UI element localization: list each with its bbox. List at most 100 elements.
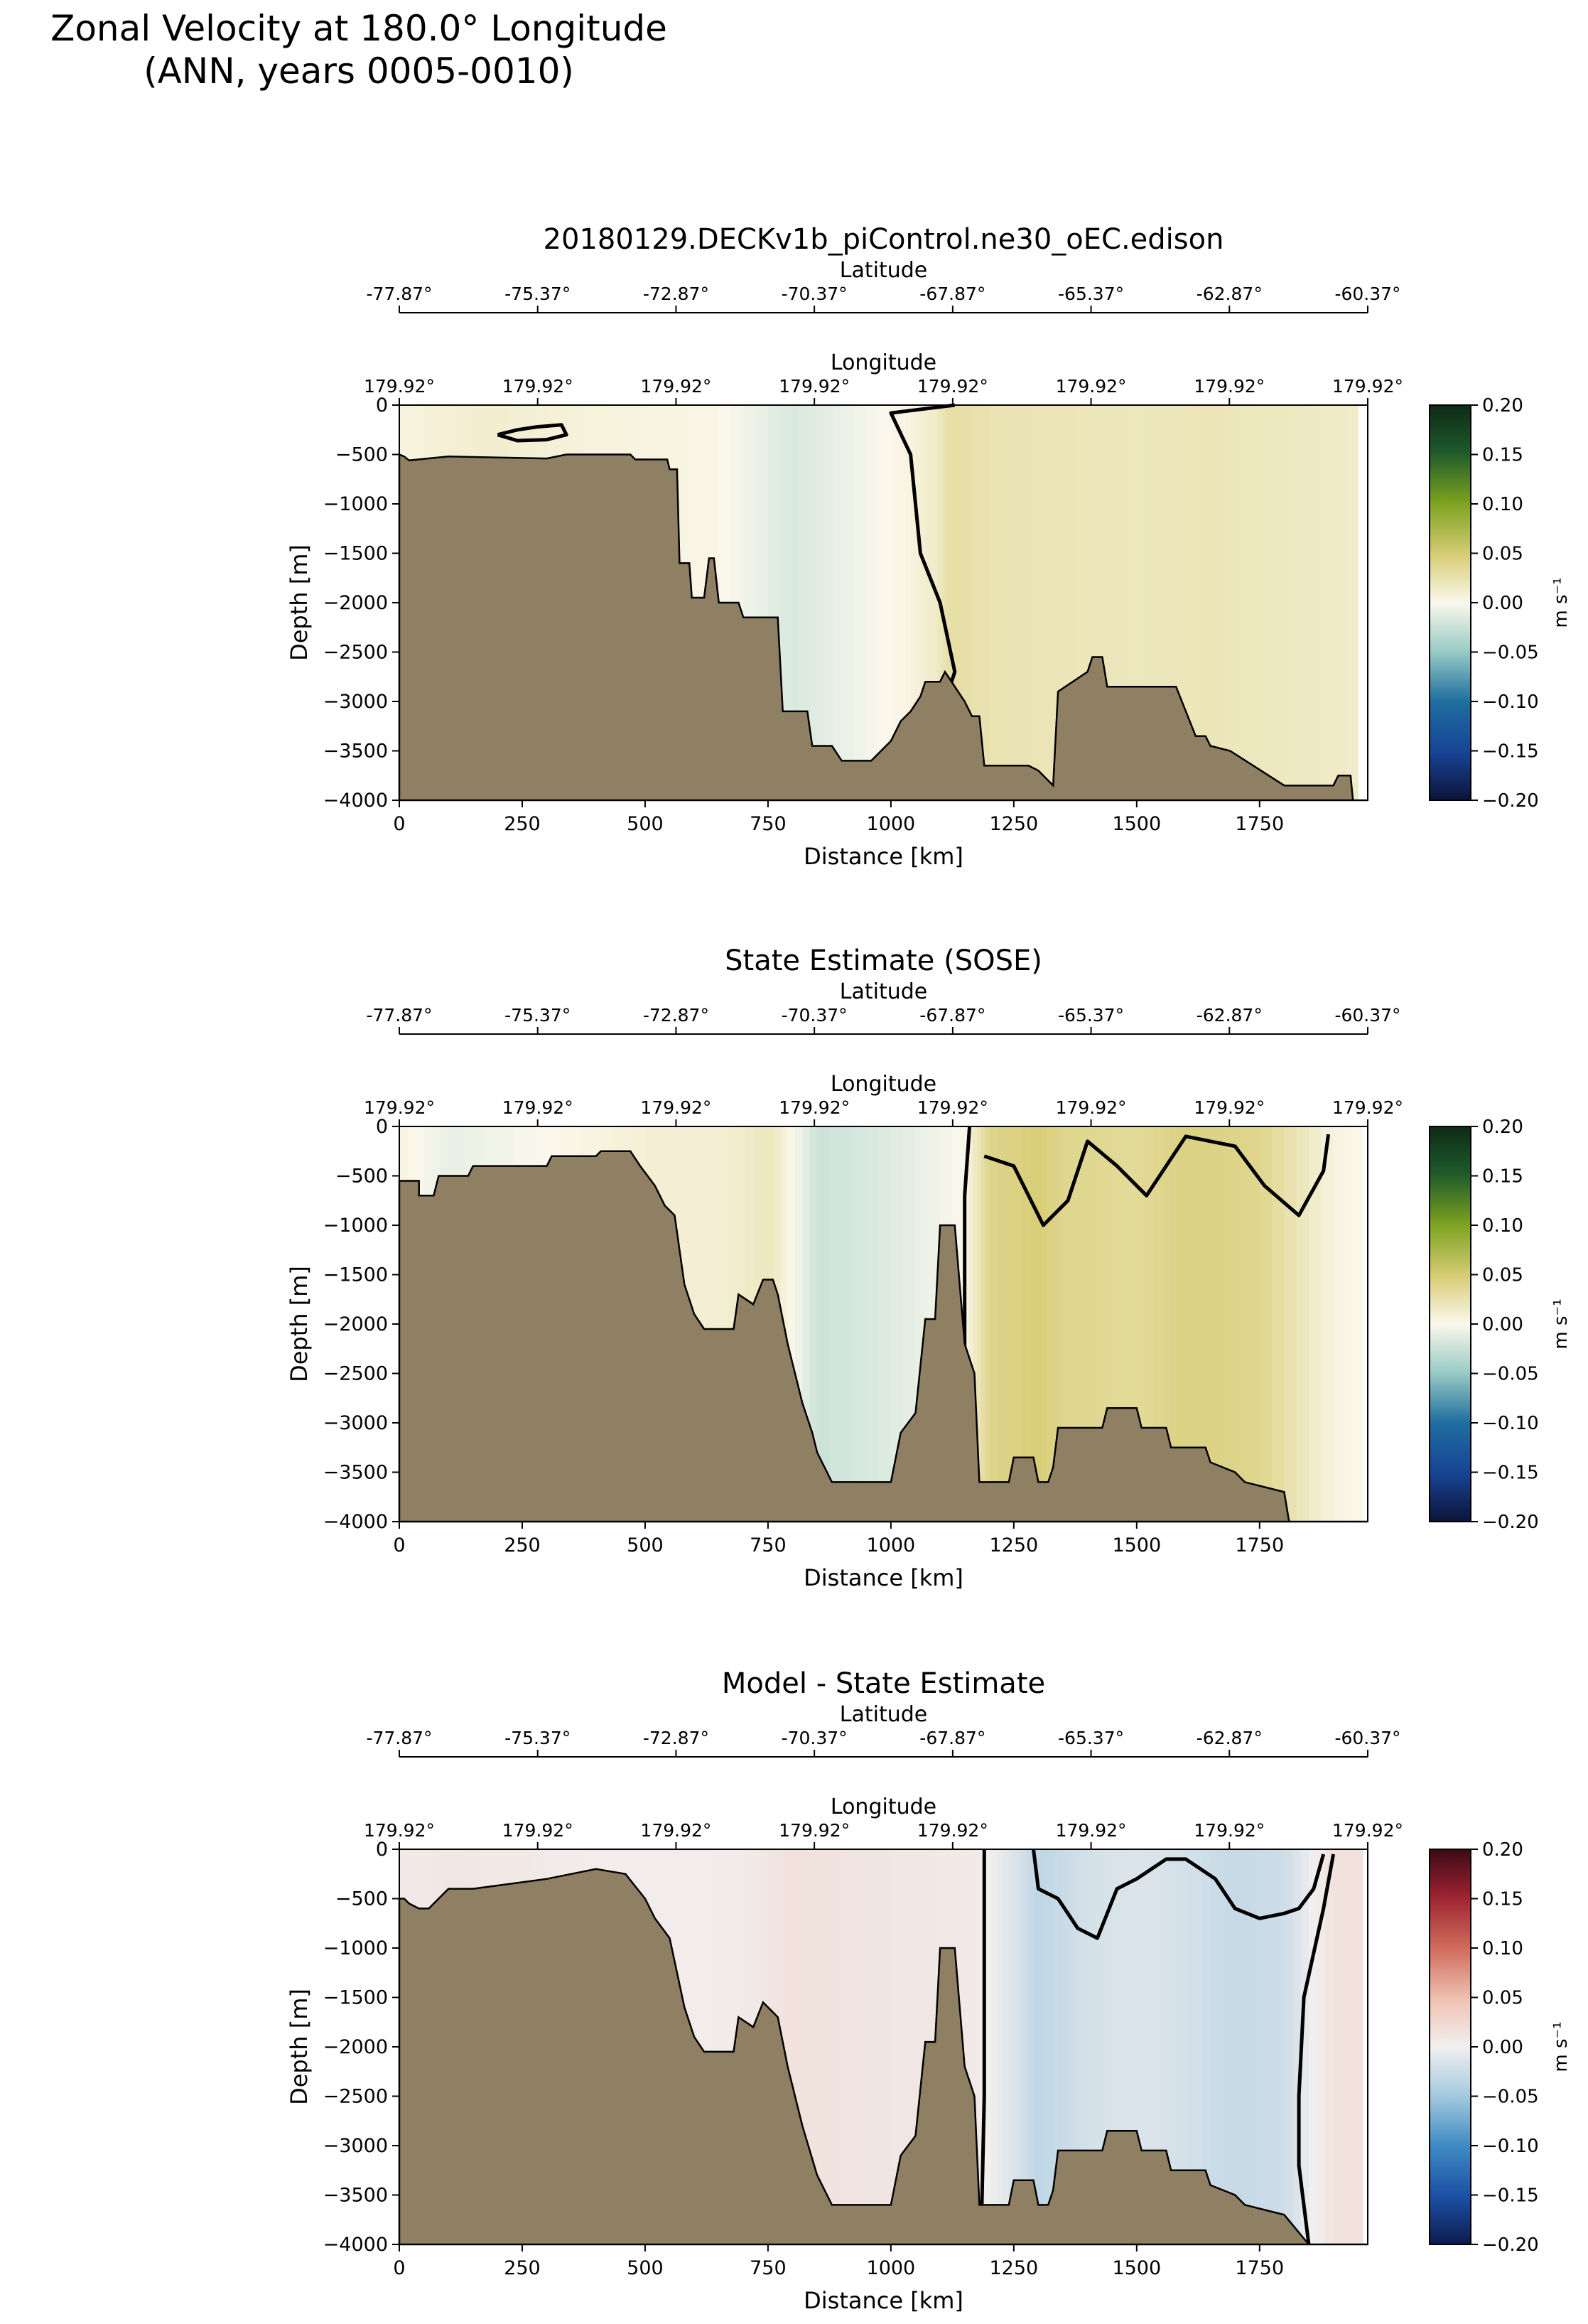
velocity-strip xyxy=(1186,405,1199,800)
colorbar-tick-label: 0.10 xyxy=(1482,494,1523,515)
velocity-strip xyxy=(1026,405,1039,800)
velocity-strip xyxy=(1296,405,1309,800)
velocity-strip xyxy=(1161,1849,1170,2244)
longitude-tick-label: 179.92° xyxy=(917,1820,988,1841)
zero-contour-line xyxy=(889,403,957,702)
longitude-tick-label: 179.92° xyxy=(364,1820,435,1841)
latitude-tick-label: -70.37° xyxy=(782,1728,848,1748)
velocity-strip xyxy=(1002,1849,1009,2244)
velocity-strip xyxy=(1005,1126,1015,1522)
colorbar-tick-label: 0.20 xyxy=(1482,1117,1523,1138)
velocity-strip xyxy=(1022,1126,1031,1522)
y-tick-label: −500 xyxy=(335,1888,388,1910)
x-tick-label: 1750 xyxy=(1235,1534,1284,1556)
velocity-strip xyxy=(815,405,822,800)
latitude-tick-label: -77.87° xyxy=(366,1728,432,1748)
latitude-tick-label: -77.87° xyxy=(366,284,432,304)
colorbar-tick-label: 0.10 xyxy=(1482,1215,1523,1237)
velocity-strip xyxy=(853,405,860,800)
colorbar-tick-label: 0.15 xyxy=(1482,1889,1523,1910)
x-tick-label: 1000 xyxy=(867,813,916,835)
velocity-strip xyxy=(956,405,964,800)
velocity-strip xyxy=(1177,1849,1187,2244)
latitude-tick-label: -70.37° xyxy=(782,284,848,304)
velocity-strip xyxy=(1186,1126,1199,1522)
y-tick-label: −1000 xyxy=(323,1215,388,1237)
velocity-strip xyxy=(1054,1849,1064,2244)
velocity-strip xyxy=(1226,1849,1236,2244)
velocity-strip xyxy=(1308,1126,1322,1522)
latitude-tick-label: -60.37° xyxy=(1334,1728,1400,1748)
x-tick-label: 1000 xyxy=(867,1534,916,1556)
velocity-strip xyxy=(1194,1849,1203,2244)
velocity-strip xyxy=(990,1849,998,2244)
velocity-strip xyxy=(1348,1849,1354,2244)
y-tick-label: −3000 xyxy=(323,2135,388,2157)
x-axis-label: Distance [km] xyxy=(804,1564,963,1591)
colorbar-tick-label: −0.15 xyxy=(1482,741,1539,763)
x-tick-label: 0 xyxy=(393,1534,405,1556)
x-tick-label: 750 xyxy=(750,1534,787,1556)
velocity-strip xyxy=(1030,1849,1035,2244)
velocity-strip xyxy=(841,1849,855,2244)
longitude-tick-label: 179.92° xyxy=(502,376,573,397)
velocity-strip xyxy=(1325,1849,1334,2244)
velocity-strip xyxy=(829,1126,843,1522)
velocity-strip xyxy=(1075,1126,1089,1522)
longitude-tick-label: 179.92° xyxy=(917,1097,988,1118)
colorbar-label: m s⁻¹ xyxy=(1550,1298,1572,1349)
y-tick-label: −500 xyxy=(335,1166,388,1188)
velocity-strip xyxy=(1198,405,1211,800)
velocity-strip xyxy=(885,405,893,800)
velocity-strip xyxy=(809,1849,818,2244)
velocity-strip xyxy=(1059,1126,1064,1522)
velocity-strip xyxy=(981,1126,986,1522)
velocity-strip xyxy=(963,405,971,800)
velocity-strip xyxy=(1333,405,1346,800)
velocity-strip xyxy=(1063,1849,1072,2244)
velocity-strip xyxy=(996,1849,1003,2244)
x-tick-label: 0 xyxy=(393,2257,405,2279)
velocity-strip xyxy=(1308,405,1322,800)
x-tick-label: 750 xyxy=(750,2257,787,2279)
colorbar-tick-label: −0.10 xyxy=(1482,692,1539,713)
velocity-strip xyxy=(833,1849,843,2244)
zero-contour-line xyxy=(983,1134,1331,1227)
x-tick-label: 500 xyxy=(627,813,664,835)
velocity-strip xyxy=(873,405,880,800)
x-tick-label: 1500 xyxy=(1112,813,1161,835)
velocity-strip xyxy=(866,1126,880,1522)
longitude-tick-label: 179.92° xyxy=(1056,1820,1127,1841)
x-tick-label: 250 xyxy=(504,2257,541,2279)
longitude-tick-label: 179.92° xyxy=(502,1820,573,1841)
latitude-tick-label: -60.37° xyxy=(1334,1005,1400,1026)
velocity-strip xyxy=(1042,1126,1047,1522)
velocity-strip xyxy=(1338,1126,1344,1522)
longitude-tick-label: 179.92° xyxy=(364,376,435,397)
velocity-strip xyxy=(1030,1126,1039,1522)
velocity-strip xyxy=(1001,405,1015,800)
longitude-tick-label: 179.92° xyxy=(1194,1097,1265,1118)
latitude-tick-label: -72.87° xyxy=(643,1005,709,1026)
colorbar-tick-label: 0.15 xyxy=(1482,445,1523,466)
colorbar-tick-label: 0.00 xyxy=(1482,1314,1523,1335)
colorbar-tick-label: −0.20 xyxy=(1482,2234,1539,2256)
velocity-strip xyxy=(1022,1849,1027,2244)
velocity-strip xyxy=(866,1849,880,2244)
velocity-strip xyxy=(1235,1849,1244,2244)
velocity-strip xyxy=(1210,1126,1224,1522)
velocity-strip xyxy=(935,405,939,800)
velocity-strip xyxy=(1272,405,1285,800)
velocity-strip xyxy=(1210,405,1224,800)
bathymetry xyxy=(398,1868,1368,2246)
longitude-tick-label: 179.92° xyxy=(1332,1820,1403,1841)
velocity-strip xyxy=(905,405,912,800)
colorbar-tick-label: −0.15 xyxy=(1482,1463,1539,1484)
velocity-strip xyxy=(915,405,922,800)
colorbar xyxy=(1429,1126,1471,1522)
zero-contour-line xyxy=(1032,1849,1326,1940)
velocity-strip xyxy=(1268,1849,1277,2244)
velocity-strip xyxy=(1054,1126,1060,1522)
x-tick-label: 1500 xyxy=(1112,1534,1161,1556)
colorbar xyxy=(1429,1849,1471,2245)
